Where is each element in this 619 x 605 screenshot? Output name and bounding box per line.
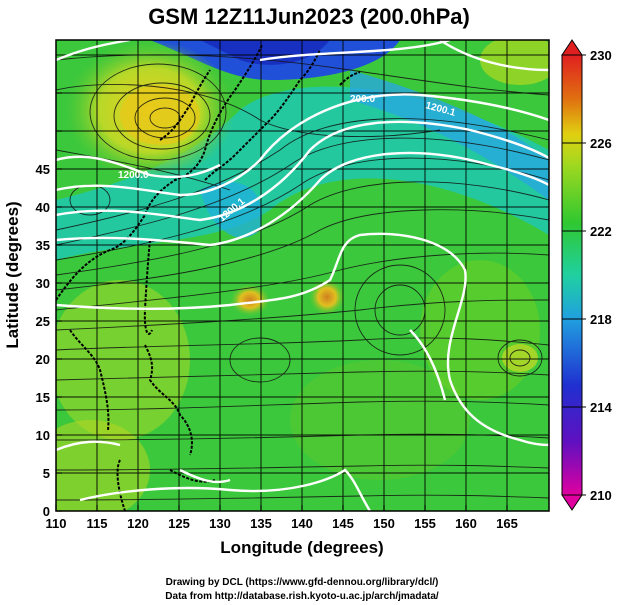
credit-data: Data from http://database.rish.kyoto-u.a… [165,591,439,602]
y-tick-label: 30 [36,276,50,291]
x-axis-title: Longitude (degrees) [220,538,383,557]
y-tick-label: 40 [36,200,50,215]
x-tick-labels: 110 115 120 125 130 135 140 145 150 155 … [46,516,518,531]
colorbar-label: 210 [590,488,612,503]
y-tick-labels: 0 5 10 15 20 25 30 35 40 45 [36,162,50,519]
x-tick-label: 125 [168,516,190,531]
colorbar-label: 218 [590,312,612,327]
contour-label: 1200.0 [118,170,149,181]
credit-drawing: Drawing by DCL (https://www.gfd-dennou.o… [166,577,439,588]
y-tick-label: 15 [36,390,50,405]
y-tick-label: 20 [36,352,50,367]
x-tick-label: 165 [496,516,518,531]
y-tick-marks [56,92,62,512]
x-tick-label: 110 [46,516,67,531]
contour-label: 200.0 [350,94,375,105]
y-tick-label: 5 [43,466,50,481]
chart-title: GSM 12Z11Jun2023 (200.0hPa) [148,4,470,29]
x-tick-label: 115 [87,516,108,531]
colorbar: 230 226 222 218 214 210 [561,39,612,511]
contours [56,40,549,511]
coastlines [56,44,361,511]
y-tick-label: 25 [36,314,50,329]
x-tick-label: 135 [250,516,272,531]
y-tick-label: 45 [36,162,50,177]
x-tick-label: 155 [414,516,436,531]
x-tick-label: 160 [455,516,477,531]
plot-area: 200.0 1200.0 1200.1 1200.1 [56,40,549,511]
y-tick-label: 35 [36,238,50,253]
x-tick-label: 150 [373,516,395,531]
x-tick-label: 145 [332,516,354,531]
x-tick-marks [55,505,508,511]
streamlines [56,54,549,501]
colorbar-label: 214 [590,400,612,415]
x-tick-label: 120 [127,516,149,531]
colorbar-label: 230 [590,48,612,63]
y-tick-label: 0 [43,504,50,519]
x-tick-label: 140 [291,516,313,531]
colorbar-label: 222 [590,224,612,239]
y-tick-label: 10 [36,428,50,443]
colorbar-label: 226 [590,136,612,151]
x-tick-label: 130 [209,516,231,531]
y-axis-title: Latitude (degrees) [3,201,22,348]
